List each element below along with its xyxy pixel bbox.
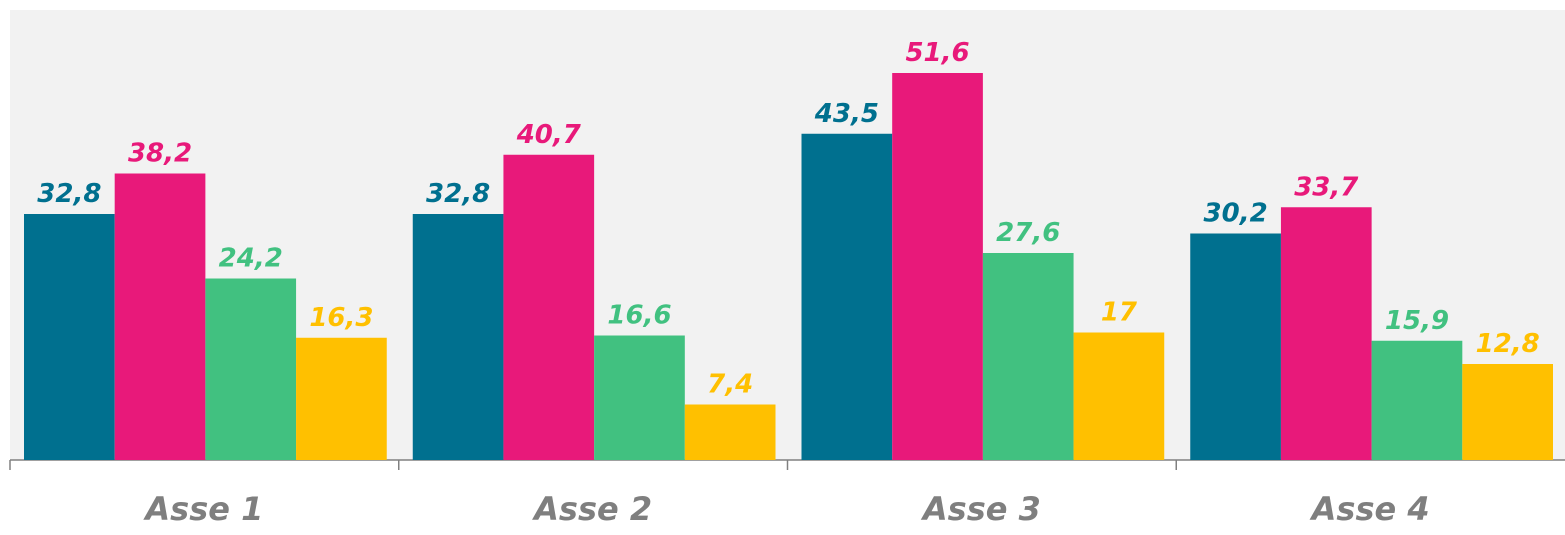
- bar: [1371, 340, 1463, 460]
- x-tick-label: Asse 2: [531, 490, 652, 528]
- bar: [1073, 332, 1165, 460]
- data-label: 12,8: [1476, 329, 1540, 359]
- data-label: 43,5: [814, 99, 879, 129]
- data-label: 30,2: [1204, 199, 1268, 229]
- bar: [1190, 233, 1281, 460]
- bar: [1462, 364, 1553, 460]
- bar: [412, 214, 504, 460]
- data-label: 51,6: [905, 38, 969, 68]
- data-label: 32,8: [426, 179, 490, 209]
- data-label: 16,6: [607, 301, 671, 331]
- data-label: 17: [1101, 298, 1138, 328]
- data-label: 32,8: [37, 179, 101, 209]
- bar: [982, 253, 1074, 460]
- bar: [114, 173, 206, 460]
- bar: [296, 337, 387, 460]
- bar: [801, 133, 893, 460]
- x-tick-label: Asse 3: [920, 490, 1041, 528]
- data-label: 33,7: [1294, 172, 1359, 202]
- data-label: 40,7: [516, 120, 582, 150]
- bar: [684, 404, 776, 460]
- data-label: 7,4: [707, 370, 753, 400]
- bar: [205, 278, 297, 460]
- bar: [892, 73, 983, 460]
- data-label: 16,3: [309, 303, 373, 333]
- x-tick-label: Asse 4: [1309, 490, 1430, 528]
- bar: [594, 335, 685, 460]
- data-label: 24,2: [219, 244, 283, 274]
- bar: [503, 154, 595, 460]
- bar: [24, 214, 115, 460]
- data-label: 15,9: [1385, 306, 1449, 336]
- x-tick-label: Asse 1: [142, 490, 263, 528]
- bar: [1280, 207, 1372, 460]
- data-label: 38,2: [128, 139, 192, 169]
- data-label: 27,6: [996, 218, 1060, 248]
